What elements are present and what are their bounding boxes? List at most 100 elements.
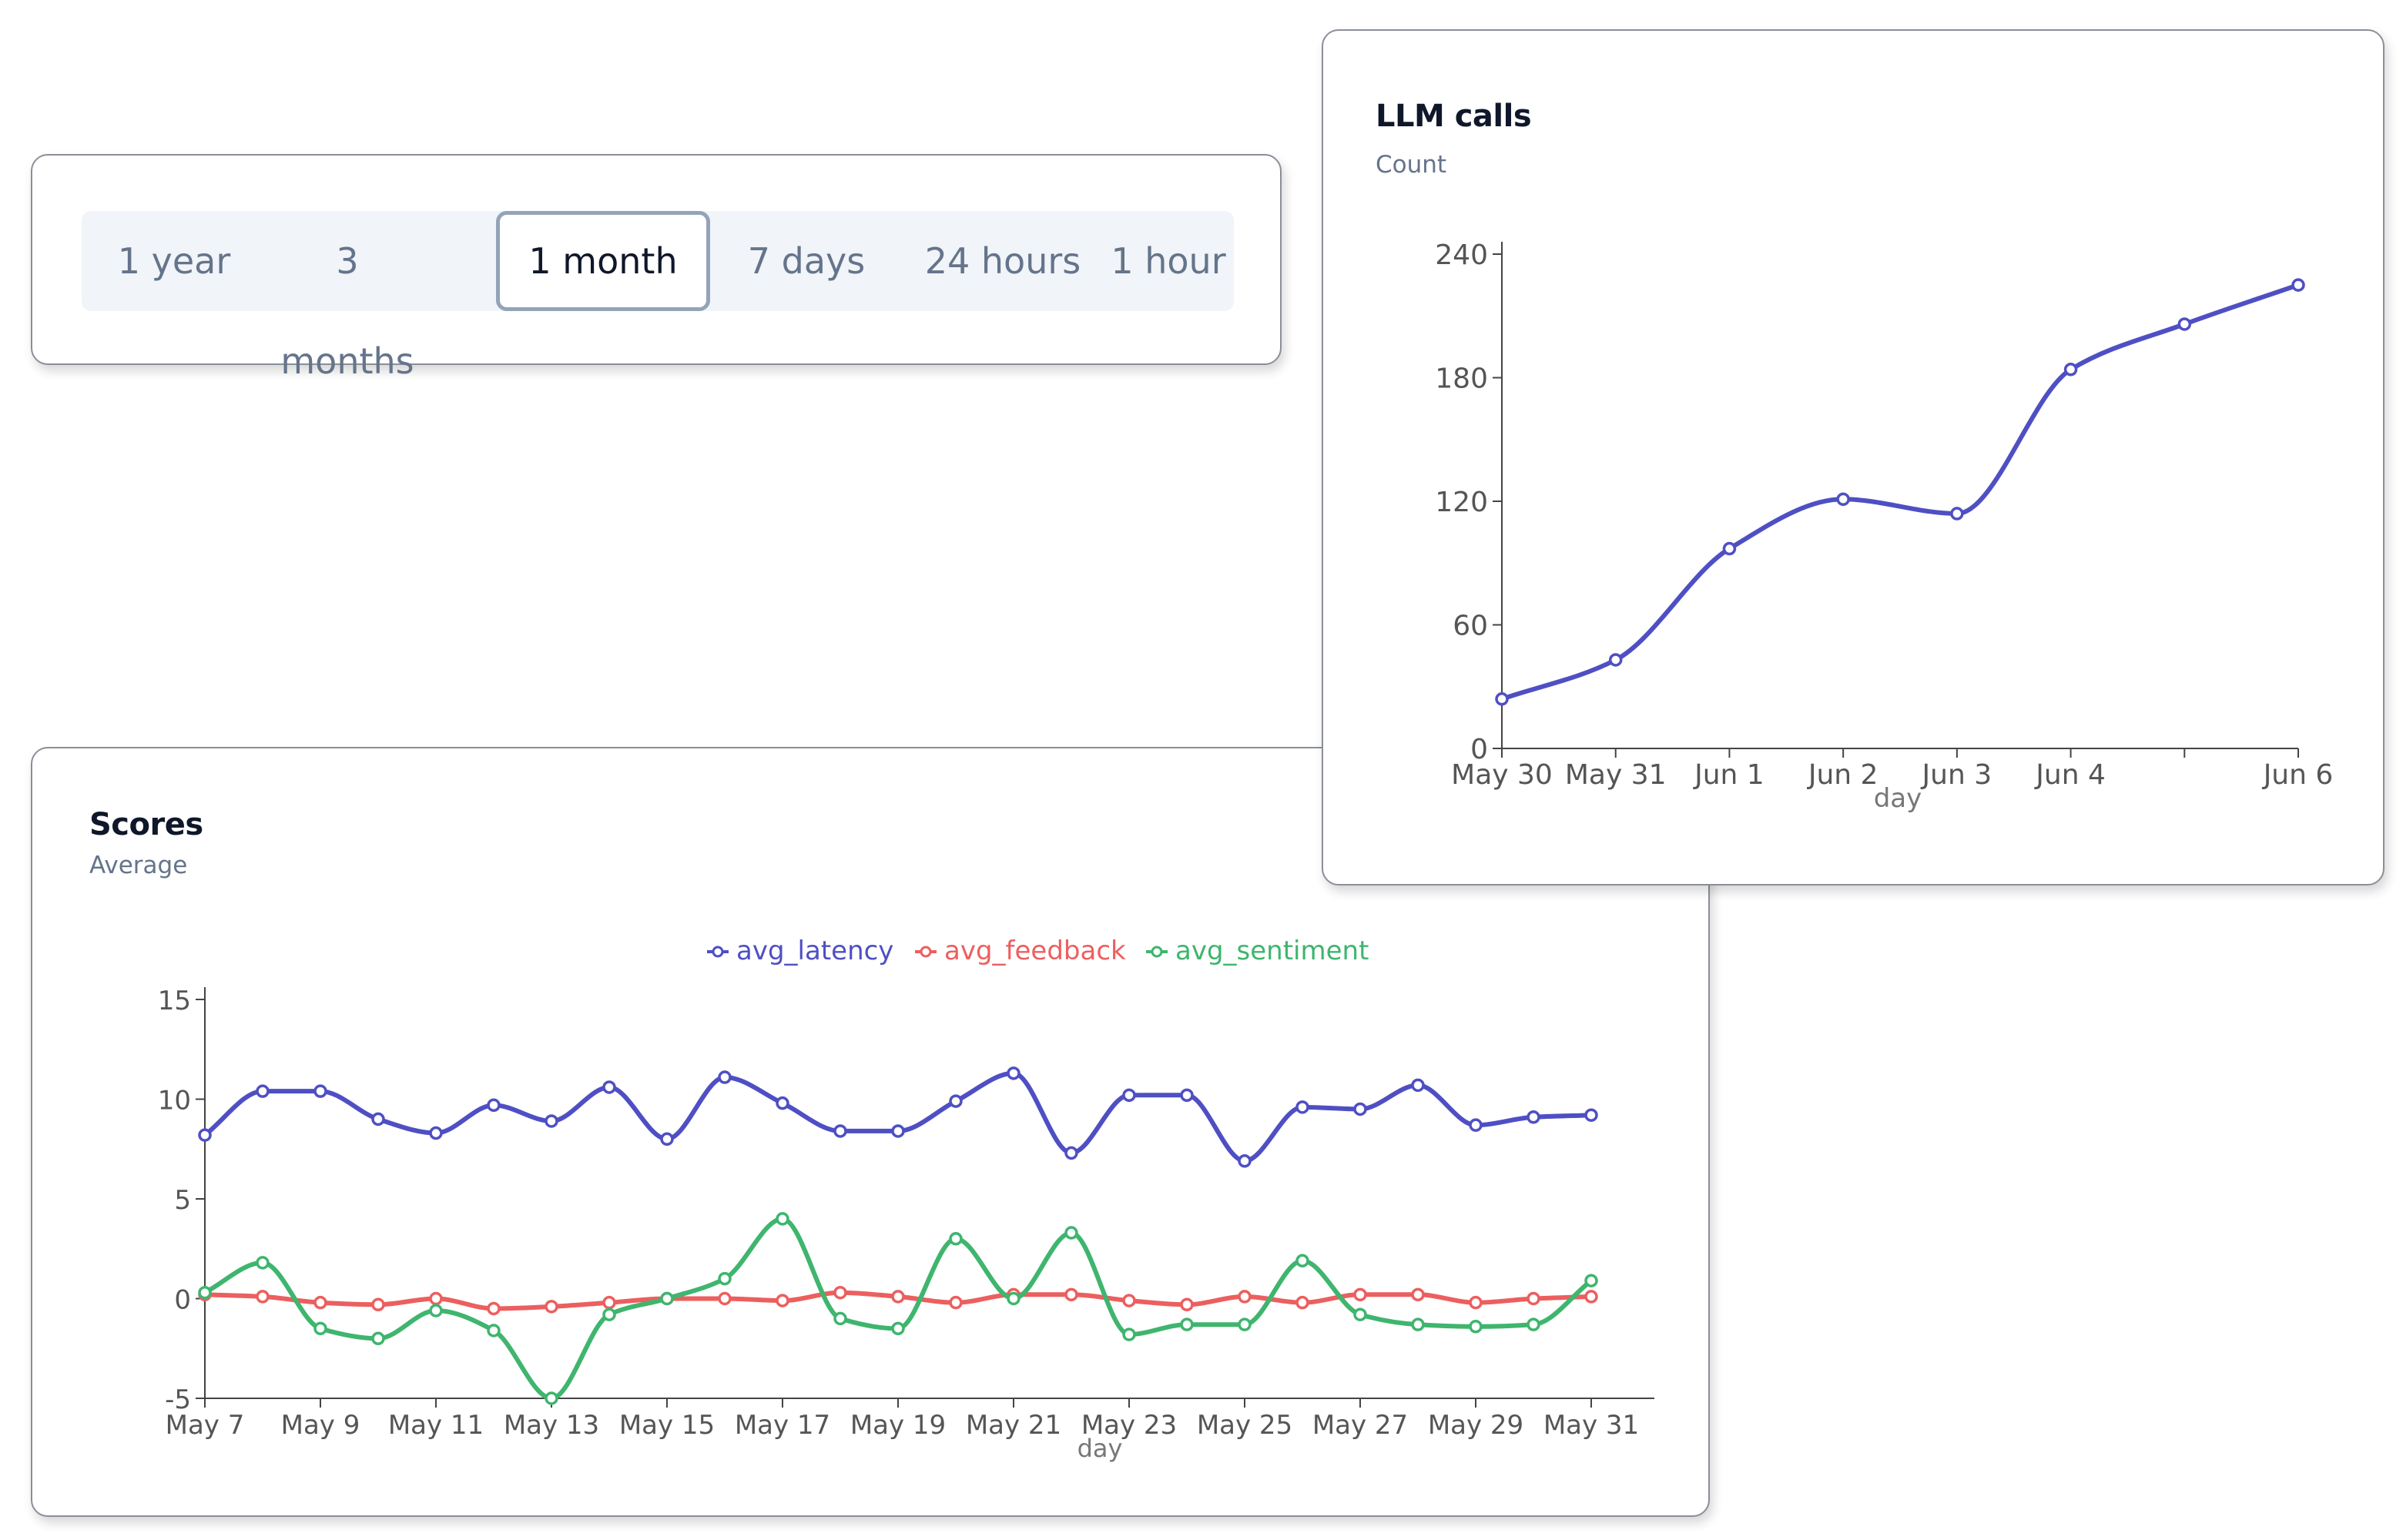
data-point: [313, 1321, 327, 1336]
x-tick-label: Jun 6: [2262, 759, 2334, 791]
x-tick-label: May 7: [166, 1410, 245, 1441]
x-tick-label: May 15: [619, 1410, 715, 1441]
data-point: [256, 1256, 270, 1270]
range-option-1-year[interactable]: 1 year: [117, 240, 231, 282]
data-point: [660, 1132, 674, 1147]
x-tick-label: May 31: [1543, 1410, 1639, 1441]
data-point: [1469, 1320, 1483, 1334]
x-tick-label: May 23: [1081, 1410, 1177, 1441]
data-point: [1469, 1295, 1483, 1310]
range-option-1-hour[interactable]: 1 hour: [1111, 240, 1226, 282]
x-tick-label: May 27: [1312, 1410, 1408, 1441]
data-point: [1608, 653, 1623, 667]
data-point: [487, 1098, 501, 1113]
range-option-1-month[interactable]: 1 month: [496, 211, 710, 311]
data-point: [1950, 507, 1964, 521]
llm-calls-card: LLM calls Count 0 60 120 180 240 May 30 May 31…: [1322, 29, 2385, 886]
data-point: [1180, 1317, 1194, 1331]
y-tick-label: 240: [1435, 239, 1488, 271]
legend-swatch-marker: [1151, 946, 1163, 958]
data-point: [1295, 1295, 1309, 1310]
data-point: [545, 1300, 558, 1314]
data-point: [1064, 1287, 1078, 1302]
legend-swatch-marker: [920, 946, 932, 958]
data-point: [1007, 1066, 1021, 1080]
data-point: [1584, 1290, 1598, 1304]
data-point: [602, 1080, 616, 1094]
data-point: [256, 1084, 270, 1098]
data-point: [718, 1070, 732, 1084]
data-point: [371, 1112, 385, 1127]
data-point: [1527, 1317, 1540, 1331]
x-tick-label: May 21: [966, 1410, 1061, 1441]
data-point: [1722, 541, 1737, 556]
data-point: [487, 1324, 501, 1337]
y-tick-label: 60: [1453, 611, 1488, 642]
data-point: [2177, 317, 2192, 331]
x-tick-label: Jun 2: [1807, 759, 1878, 791]
data-point: [429, 1304, 443, 1317]
x-tick-label: May 11: [388, 1410, 484, 1441]
data-point: [429, 1126, 443, 1140]
y-tick-label: 120: [1435, 487, 1488, 518]
series-line-avg_sentiment: [203, 1216, 1593, 1401]
x-tick-label: Jun 3: [1921, 759, 1992, 791]
data-point: [833, 1285, 847, 1300]
y-tick-label: 10: [158, 1086, 191, 1116]
data-point: [1495, 692, 1509, 706]
series-line-count: [1501, 283, 2299, 701]
x-tick-label: May 13: [504, 1410, 599, 1441]
scores-subtitle: Average: [89, 852, 188, 879]
data-point: [776, 1212, 789, 1226]
data-point: [1122, 1327, 1136, 1341]
data-point: [602, 1307, 616, 1321]
x-tick-label: May 17: [735, 1410, 830, 1441]
data-point: [1238, 1154, 1252, 1168]
data-point: [1064, 1226, 1078, 1240]
data-point: [429, 1291, 443, 1306]
data-point: [1411, 1078, 1425, 1093]
data-point: [1238, 1290, 1252, 1304]
legend-item-avg_feedback: avg_feedback: [944, 936, 1126, 966]
range-option-7-days[interactable]: 7 days: [747, 240, 866, 282]
data-point: [1295, 1100, 1309, 1114]
data-point: [1064, 1146, 1078, 1160]
data-point: [1836, 492, 1850, 507]
data-point: [776, 1096, 789, 1110]
y-tick-label: 5: [174, 1185, 191, 1216]
llm-calls-chart: 0 60 120 180 240 May 30 May 31 Jun 1 Jun 2 Jun 3 J…: [1435, 239, 2334, 814]
data-point: [1007, 1291, 1021, 1306]
data-point: [1584, 1274, 1598, 1287]
data-point: [949, 1232, 963, 1246]
data-point: [1353, 1307, 1367, 1321]
time-range-card: 1 year 3 months 1 month 7 days 24 hours …: [31, 154, 1282, 382]
y-tick-label: 0: [174, 1285, 191, 1316]
y-tick-label: 0: [1470, 734, 1488, 765]
data-point: [545, 1391, 558, 1405]
legend-swatch-marker: [712, 946, 724, 958]
range-option-24-hours[interactable]: 24 hours: [924, 240, 1081, 282]
data-point: [1527, 1291, 1540, 1306]
data-point: [1411, 1317, 1425, 1331]
data-point: [1527, 1110, 1540, 1124]
data-point: [545, 1114, 558, 1128]
data-point: [833, 1124, 847, 1138]
legend-item-avg_latency: avg_latency: [736, 936, 893, 966]
data-point: [891, 1321, 905, 1336]
x-tick-label: May 30: [1451, 759, 1553, 791]
data-point: [487, 1301, 501, 1316]
x-tick-label: Jun 4: [2034, 759, 2106, 791]
x-axis-title: day: [1874, 783, 1922, 814]
range-option-3-months[interactable]: 3 months: [280, 240, 414, 382]
data-point: [949, 1094, 963, 1108]
data-point: [602, 1295, 616, 1310]
scores-title: Scores: [89, 807, 203, 842]
x-tick-label: May 19: [850, 1410, 946, 1441]
data-point: [1295, 1254, 1309, 1268]
data-point: [1469, 1118, 1483, 1132]
data-point: [1411, 1287, 1425, 1302]
x-tick-label: May 29: [1428, 1410, 1523, 1441]
data-point: [1122, 1294, 1136, 1307]
data-point: [776, 1294, 789, 1307]
data-point: [1353, 1287, 1367, 1302]
